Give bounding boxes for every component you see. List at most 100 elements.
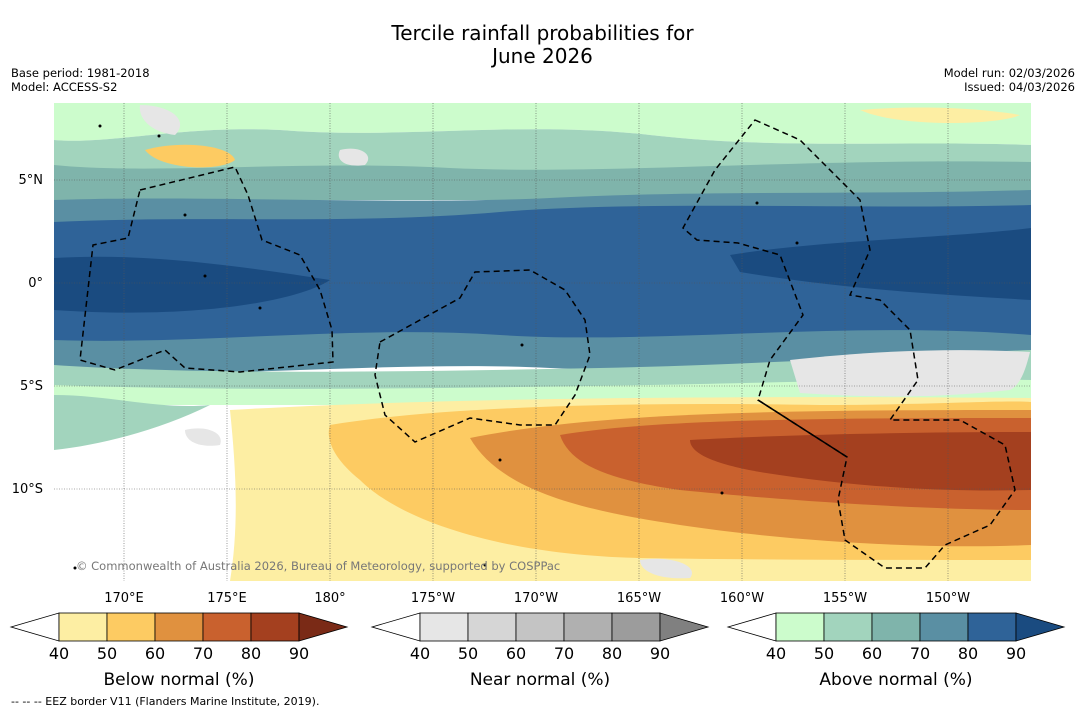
colorbar-segment xyxy=(202,612,252,642)
chart-title: Tercile rainfall probabilities for June … xyxy=(0,22,1085,68)
lon-tick-label: 150°W xyxy=(926,591,970,606)
colorbar-segment xyxy=(967,612,1017,642)
colorbar-segment xyxy=(823,612,873,642)
colorbar-above-normal: 40 50 60 70 80 90 Above normal (%) xyxy=(726,612,1066,690)
colorbar-tick-label: 50 xyxy=(97,644,117,663)
lon-tick-label: 175°W xyxy=(411,591,455,606)
field-near-normal-east xyxy=(790,350,1030,397)
colorbar-segment xyxy=(871,612,921,642)
copyright-credit: © Commonwealth of Australia 2026, Bureau… xyxy=(76,559,560,573)
island xyxy=(98,124,102,128)
colorbar-extend-low xyxy=(726,612,777,642)
lat-tick-label: 5°N xyxy=(19,173,44,188)
lon-tick-label: 165°W xyxy=(617,591,661,606)
eez-borders xyxy=(79,119,1016,569)
graticule xyxy=(54,103,1031,581)
island xyxy=(73,566,77,570)
field-above-90-west xyxy=(54,256,330,313)
colorbar-extend-low xyxy=(9,612,60,642)
lon-axis-labels: 170°E 175°E 180° 175°W 170°W 165°W 160°W… xyxy=(104,591,970,606)
chart-title-line1: Tercile rainfall probabilities for xyxy=(391,21,694,45)
lon-tick-label: 170°E xyxy=(104,591,144,606)
field-above-80 xyxy=(54,205,1031,341)
colorbar-segment xyxy=(919,612,969,642)
colorbar-label: Near normal (%) xyxy=(470,670,610,690)
field-above-90-east xyxy=(730,228,1031,300)
field-above-70-north xyxy=(54,161,1031,200)
lon-tick-label: 180° xyxy=(314,591,345,606)
colorbar-below-normal: 40 50 60 70 80 90 Below normal (%) xyxy=(9,612,349,690)
probability-field xyxy=(54,103,1031,581)
island xyxy=(203,274,207,278)
eez-solid-border xyxy=(757,399,848,458)
colorbar-segment xyxy=(250,612,300,642)
island xyxy=(483,563,487,567)
meta-left: Base period: 1981-2018 Model: ACCESS-S2 xyxy=(11,66,150,94)
colorbar-tick-label: 60 xyxy=(506,644,526,663)
colorbar-tick-label: 90 xyxy=(289,644,309,663)
lat-tick-label: 0° xyxy=(28,276,43,291)
eez-footnote: -- -- -- EEZ border V11 (Flanders Marine… xyxy=(11,695,320,708)
eez-boundary xyxy=(79,166,334,373)
colorbar-tick-label: 60 xyxy=(862,644,882,663)
colorbar-tick-label: 80 xyxy=(958,644,978,663)
island xyxy=(183,213,187,217)
patch-below-northeast xyxy=(860,107,1020,124)
colorbar-segment xyxy=(775,612,825,642)
eez-boundary xyxy=(682,119,1016,569)
eez-boundary xyxy=(374,269,591,443)
lat-tick-label: 10°S xyxy=(12,482,43,497)
colorbar-segment xyxy=(515,612,565,642)
patch-below-north xyxy=(145,144,235,168)
colorbar-tick-label: 80 xyxy=(602,644,622,663)
colorbar-extend-high xyxy=(659,612,710,642)
colorbar-tick-label: 90 xyxy=(650,644,670,663)
colorbar-tick-label: 70 xyxy=(554,644,574,663)
island xyxy=(157,134,161,138)
island xyxy=(258,306,262,310)
island xyxy=(795,241,799,245)
base-period-text: Base period: 1981-2018 xyxy=(11,66,150,80)
field-above-60-southwest xyxy=(54,395,210,450)
colorbar-extend-high xyxy=(1015,612,1066,642)
chart-title-line2: June 2026 xyxy=(492,44,593,68)
model-run-text: Model run: 02/03/2026 xyxy=(943,66,1075,80)
colorbar-segment xyxy=(106,612,156,642)
lon-tick-label: 175°E xyxy=(207,591,247,606)
colorbar-tick-label: 70 xyxy=(193,644,213,663)
island xyxy=(520,343,524,347)
colorbar-segment xyxy=(467,612,517,642)
lat-tick-label: 5°S xyxy=(20,379,43,394)
colorbar-tick-label: 70 xyxy=(910,644,930,663)
colorbar-tick-label: 40 xyxy=(766,644,786,663)
island xyxy=(720,491,724,495)
colorbar-tick-label: 50 xyxy=(814,644,834,663)
field-below-80 xyxy=(690,432,1031,491)
colorbar-segment xyxy=(58,612,108,642)
colorbar-near-normal: 40 50 60 70 80 90 Near normal (%) xyxy=(370,612,710,690)
field-above-60-north xyxy=(54,129,1031,170)
colorbar-segment xyxy=(419,612,469,642)
colorbar-extend-low xyxy=(370,612,421,642)
lon-tick-label: 160°W xyxy=(720,591,764,606)
colorbar-tick-label: 40 xyxy=(410,644,430,663)
patch-near-north xyxy=(139,105,181,135)
eez-solid-segment xyxy=(757,399,848,458)
colorbar-segment xyxy=(154,612,204,642)
colorbar-label: Above normal (%) xyxy=(819,670,972,690)
colorbar-tick-label: 90 xyxy=(1006,644,1026,663)
colorbar-tick-label: 40 xyxy=(49,644,69,663)
lon-tick-label: 170°W xyxy=(514,591,558,606)
model-text: Model: ACCESS-S2 xyxy=(11,80,118,94)
lon-tick-label: 155°W xyxy=(823,591,867,606)
colorbar-tick-label: 50 xyxy=(458,644,478,663)
issued-text: Issued: 04/03/2026 xyxy=(964,80,1075,94)
colorbar-segment xyxy=(563,612,613,642)
island xyxy=(498,458,502,462)
colorbar-segment xyxy=(611,612,661,642)
island-markers xyxy=(73,124,799,570)
patch-near-north-2 xyxy=(338,148,369,166)
island xyxy=(755,201,759,205)
